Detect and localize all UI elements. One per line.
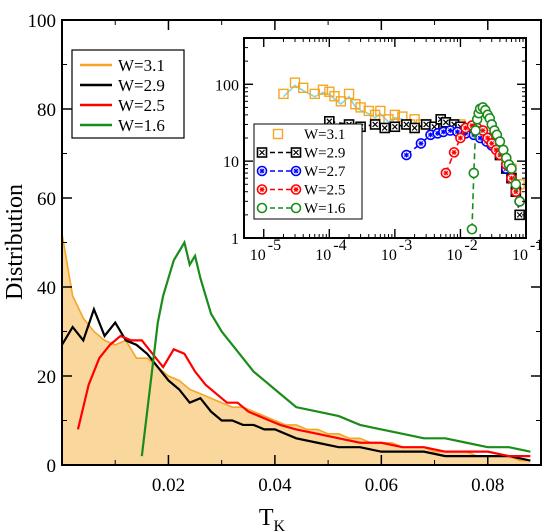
inset-y-tick-label: 1 xyxy=(231,231,239,248)
inset-x-tick-exponent: -5 xyxy=(268,237,281,254)
inset-x-tick-exponent: -1 xyxy=(530,237,543,254)
inset-marker-circle xyxy=(290,202,302,214)
inset-marker-circle-star-cross xyxy=(469,123,475,129)
inset-marker-square-x-cross xyxy=(403,121,410,128)
inset-marker-circle-star-cross xyxy=(489,140,495,146)
legend-label: W=1.6 xyxy=(118,116,165,135)
inset-marker-circle-star-cross xyxy=(293,168,299,174)
inset-marker-square-x-cross xyxy=(516,211,523,218)
inset-marker-square-x-cross xyxy=(423,121,430,128)
inset-marker-square-x-cross xyxy=(391,123,398,130)
inset-x-tick-label: 10 xyxy=(381,247,397,264)
inset-marker-square xyxy=(389,109,401,121)
inset-marker-circle-star-cross xyxy=(493,147,499,153)
legend-label: W=2.5 xyxy=(118,96,165,115)
inset-x-tick-label: 10 xyxy=(315,247,331,264)
inset-legend-label: W=1.6 xyxy=(304,201,346,217)
inset-marker-circle xyxy=(470,125,481,136)
inset-legend-label: W=2.7 xyxy=(304,164,346,180)
inset-marker-square-x-cross xyxy=(411,125,418,131)
inset-marker-circle-star-cross xyxy=(513,189,519,195)
inset-x-tick-exponent: -2 xyxy=(464,237,477,254)
y-tick-label: 80 xyxy=(37,100,56,121)
inset-marker-circle-star-cross xyxy=(485,135,491,141)
inset-marker-square xyxy=(375,105,386,117)
inset-legend-label: W=3.1 xyxy=(304,127,345,143)
inset-x-tick-label: 10 xyxy=(250,247,266,264)
legend-label: W=3.1 xyxy=(118,56,165,75)
x-tick-label: 0.08 xyxy=(471,475,504,496)
inset-marker-circle-star-cross xyxy=(497,152,503,158)
x-tick-label: 0.06 xyxy=(365,475,398,496)
inset-marker-circle-star-cross xyxy=(443,170,449,176)
inset-marker-square xyxy=(278,88,289,100)
inset-marker-square-x-cross xyxy=(442,119,449,126)
inset-x-tick-exponent: -3 xyxy=(399,237,412,254)
inset-marker-circle-star-cross xyxy=(463,130,469,136)
x-tick-label: 0.04 xyxy=(258,475,292,496)
inset-legend-label: W=2.9 xyxy=(304,146,345,162)
x-tick-label: 0.02 xyxy=(152,475,185,496)
inset-marker-circle-star-cross xyxy=(293,187,299,192)
x-axis-title-subscript: K xyxy=(274,518,286,532)
inset-marker-circle-star-cross xyxy=(457,135,463,141)
inset-marker-circle-star-cross xyxy=(435,130,441,136)
inset-marker-square xyxy=(343,88,355,100)
inset-marker-circle xyxy=(466,223,478,235)
inset-marker-circle-star-cross xyxy=(477,135,483,141)
y-tick-label: 100 xyxy=(28,11,57,32)
inset-marker-square xyxy=(272,128,284,140)
inset-marker-circle xyxy=(506,163,517,174)
inset-marker-circle xyxy=(468,167,480,179)
inset-legend-label: W=2.5 xyxy=(304,183,345,199)
inset-marker-square-x-cross xyxy=(259,149,265,156)
series-area-w31 xyxy=(62,233,531,465)
inset-marker-square xyxy=(298,82,309,93)
inset-marker-circle-star-cross xyxy=(403,152,409,158)
main-legend: W=3.1W=2.9W=2.5W=1.6 xyxy=(71,49,185,139)
series-line-w29 xyxy=(62,306,531,462)
inset-legend: W=3.1 W=2.9 W=2.7 W=2.5 W=1.6 xyxy=(253,123,363,220)
inset-marker-circle-star-cross xyxy=(440,129,446,135)
inset-marker-square xyxy=(335,96,347,107)
inset-x-tick-label: 10 xyxy=(446,247,462,264)
inset-y-tick-label: 10 xyxy=(223,154,239,171)
inset-marker-circle-star-cross xyxy=(259,168,265,174)
inset-marker-circle xyxy=(256,202,268,214)
inset-marker-circle-star-cross xyxy=(508,175,514,181)
inset-marker-circle-star-cross xyxy=(451,149,457,155)
inset-x-tick-exponent: -4 xyxy=(333,237,346,254)
inset-marker-circle-star-cross xyxy=(418,140,424,146)
y-tick-label: 0 xyxy=(47,456,57,477)
inset-marker-circle-star-cross xyxy=(259,187,265,192)
inset-marker-circle-star-cross xyxy=(447,128,453,134)
inset-marker-circle-star-cross xyxy=(454,129,460,135)
inset-marker-circle xyxy=(510,178,522,190)
inset-marker-circle-star-cross xyxy=(428,132,434,138)
y-tick-label: 20 xyxy=(37,367,56,388)
inset-marker-circle-star-cross xyxy=(463,125,469,131)
inset-marker-square-x-cross xyxy=(326,118,333,125)
inset-marker-square xyxy=(317,84,329,95)
main-axis-ticks: 0 20 40 60 80 100 0.02 0.04 0.06 0.08 xyxy=(28,11,541,496)
inset-marker-square-x-cross xyxy=(381,125,388,131)
main-plot-series xyxy=(62,233,531,465)
x-axis-title: TK xyxy=(259,505,286,532)
inset-marker-square-x-cross xyxy=(372,121,379,128)
inset-marker-square xyxy=(355,102,366,113)
series-line-w25 xyxy=(76,334,531,458)
series-line-w16 xyxy=(140,239,531,457)
legend-label: W=2.9 xyxy=(118,76,165,95)
inset-y-tick-label: 100 xyxy=(215,77,239,94)
y-tick-label: 40 xyxy=(37,278,56,299)
y-axis-title: Distribution xyxy=(2,184,28,300)
inset-x-tick-label: 10 xyxy=(512,247,528,264)
inset-marker-circle-star-cross xyxy=(480,128,486,134)
y-tick-label: 60 xyxy=(37,189,56,210)
inset-marker-square-x-cross xyxy=(293,149,299,156)
